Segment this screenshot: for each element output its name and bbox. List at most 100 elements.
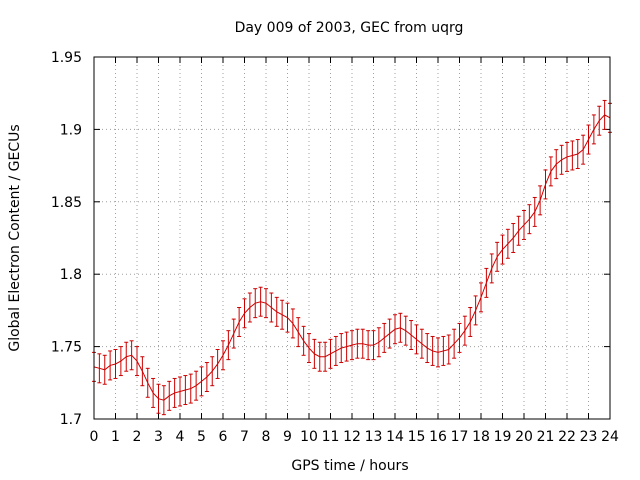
data-point <box>328 338 333 369</box>
data-point <box>597 105 602 136</box>
data-point <box>161 385 166 416</box>
data-point <box>285 302 290 333</box>
data-point <box>317 341 322 372</box>
data-point <box>446 334 451 365</box>
data-point <box>570 140 575 171</box>
data-point <box>527 204 532 235</box>
data-point <box>382 322 387 353</box>
data-point <box>178 376 182 407</box>
data-point <box>242 298 247 329</box>
data-point <box>237 307 242 337</box>
x-tick-label: 1 <box>111 429 120 445</box>
data-point <box>280 299 285 330</box>
data-point <box>489 253 494 284</box>
x-tick-label: 6 <box>219 429 228 445</box>
data-point <box>339 333 344 364</box>
data-point <box>274 296 279 327</box>
data-point <box>441 335 446 366</box>
y-tick-label: 1.85 <box>51 195 82 211</box>
data-point <box>430 335 435 366</box>
data-point <box>505 228 510 259</box>
data-point <box>409 320 414 350</box>
data-point <box>145 367 150 398</box>
data-point <box>387 318 392 349</box>
data-point <box>215 348 220 379</box>
data-point <box>312 338 317 369</box>
data-point <box>581 134 586 165</box>
data-point <box>532 196 537 227</box>
x-axis: 0 1 2 3 4 5 6 7 8 9 10 11 12 13 14 15 16 17 18 19 20 21 22 23 24 <box>90 57 619 445</box>
x-tick-label: 2 <box>133 429 142 445</box>
y-tick-label: 1.7 <box>60 412 82 428</box>
data-point <box>124 341 129 372</box>
data-point <box>140 356 145 387</box>
x-tick-label: 21 <box>537 429 555 445</box>
data-point <box>376 327 381 358</box>
data-point <box>479 282 483 313</box>
data-point <box>247 292 252 323</box>
data-point <box>226 330 231 361</box>
x-axis-label: GPS time / hours <box>291 458 408 474</box>
y-tick-label: 1.8 <box>60 267 82 283</box>
x-tick-label: 13 <box>365 429 383 445</box>
grid-lines <box>94 57 610 419</box>
data-point <box>97 353 102 384</box>
x-tick-label: 23 <box>580 429 598 445</box>
x-tick-label: 16 <box>429 429 447 445</box>
data-point <box>172 377 177 408</box>
data-point <box>350 330 354 361</box>
data-point <box>296 317 301 348</box>
data-point <box>602 99 607 130</box>
data-point <box>419 328 424 359</box>
data-point <box>436 337 440 368</box>
x-tick-label: 0 <box>90 429 99 445</box>
x-tick-label: 12 <box>343 429 361 445</box>
data-point <box>360 328 365 359</box>
data-point <box>344 331 349 362</box>
data-point <box>307 333 311 364</box>
data-point <box>253 288 258 319</box>
data-point <box>355 328 360 359</box>
y-tick-label: 1.75 <box>51 340 82 356</box>
data-point <box>118 346 123 377</box>
x-tick-label: 8 <box>262 429 271 445</box>
x-tick-label: 14 <box>386 429 404 445</box>
x-tick-label: 9 <box>283 429 292 445</box>
data-point <box>102 354 107 385</box>
data-point <box>500 234 505 265</box>
data-point <box>591 114 596 145</box>
data-point <box>548 156 553 187</box>
data-point <box>366 330 371 361</box>
data-point <box>543 169 548 200</box>
data-point <box>538 185 543 216</box>
x-tick-label: 5 <box>197 429 206 445</box>
data-point <box>565 141 569 172</box>
data-point <box>269 292 274 323</box>
data-series <box>92 99 612 416</box>
data-point <box>333 335 338 366</box>
data-point <box>554 149 559 180</box>
data-point <box>204 362 209 392</box>
x-tick-label: 19 <box>494 429 512 445</box>
y-tick-label: 1.95 <box>51 50 82 66</box>
data-point <box>522 209 526 240</box>
chart-title: Day 009 of 2003, GEC from uqrg <box>235 20 464 36</box>
x-tick-label: 18 <box>472 429 490 445</box>
data-point <box>231 318 236 349</box>
data-point <box>301 325 306 356</box>
data-point <box>425 333 430 364</box>
data-point <box>462 315 467 346</box>
data-point <box>403 315 408 346</box>
x-tick-label: 3 <box>154 429 163 445</box>
y-tick-label: 1.9 <box>60 122 82 138</box>
plot-frame <box>93 56 611 420</box>
data-point <box>113 348 118 379</box>
y-axis-label: Global Electron Content / GECUs <box>7 124 23 351</box>
data-point <box>221 340 225 371</box>
data-point <box>495 241 500 272</box>
data-point <box>194 370 199 401</box>
data-point <box>210 356 215 387</box>
data-point <box>414 324 419 355</box>
x-tick-label: 24 <box>601 429 619 445</box>
data-point <box>457 322 462 353</box>
